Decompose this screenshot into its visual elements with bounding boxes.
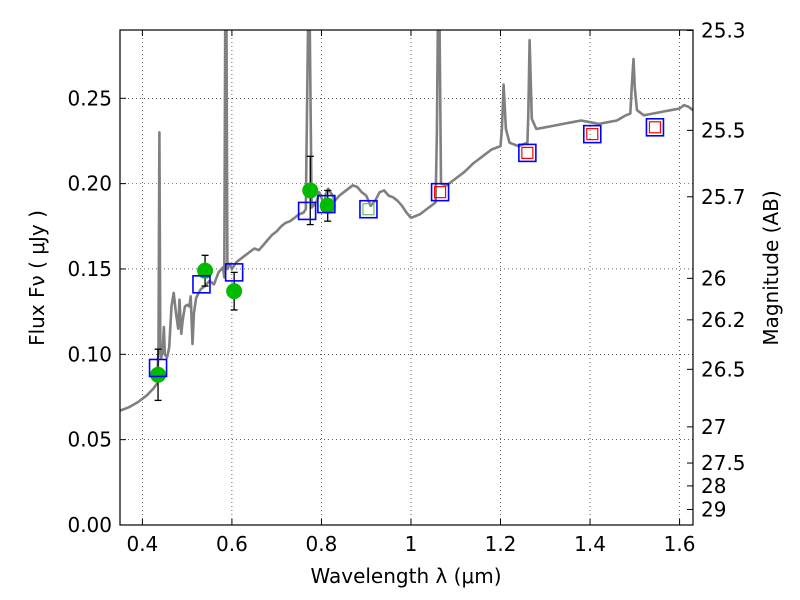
- model-photometry-square: [518, 143, 537, 163]
- model-photometry-square: [224, 263, 244, 282]
- magnitude-tick-label: 28: [701, 474, 726, 498]
- y-axis-right-label: Magnitude (AB): [759, 190, 783, 345]
- magnitude-tick-label: 25.7: [701, 185, 746, 209]
- model-photometry-square: [645, 117, 665, 137]
- y-tick-label: 0.15: [67, 257, 112, 281]
- magnitude-tick-label: 26.5: [701, 357, 746, 381]
- plot-frame: [119, 29, 694, 526]
- y-axis-left: 0.00 0.05 0.10 0.15 0.20 0.25: [67, 86, 126, 537]
- x-axis-label: Wavelength λ (μm): [310, 564, 501, 588]
- model-photometry-square: [582, 124, 602, 144]
- y-tick-label: 0.00: [67, 513, 112, 537]
- y-tick-label: 0.20: [67, 172, 112, 196]
- observed-point: [197, 262, 214, 279]
- observed-point: [319, 197, 336, 214]
- grid: [120, 30, 693, 526]
- inner-square-marker: [586, 128, 599, 141]
- observed-points-layer: [150, 182, 336, 383]
- magnitude-tick-label: 26.2: [701, 308, 746, 332]
- y-tick-label: 0.10: [67, 342, 112, 366]
- model-photometry-square: [430, 182, 450, 202]
- model-photometry-layer: [148, 117, 665, 378]
- magnitude-tick-label: 27: [701, 415, 726, 439]
- x-tick-label: 1: [405, 532, 418, 556]
- observed-point: [226, 283, 243, 300]
- y-axis-label: Flux Fν ( μJy ): [25, 210, 49, 346]
- magnitude-tick-label: 27.5: [701, 451, 746, 475]
- model-photometry-square: [192, 275, 211, 294]
- inner-square-marker: [433, 186, 447, 199]
- model-photometry-square: [317, 194, 336, 214]
- magnitude-tick-label: 29: [701, 497, 726, 521]
- magnitude-tick-label: 26: [701, 266, 726, 290]
- inner-square-marker: [648, 121, 662, 134]
- model-photometry-square: [359, 199, 378, 219]
- y-tick-label: 0.05: [67, 428, 112, 452]
- x-tick-label: 1.4: [574, 532, 606, 556]
- x-tick-label: 1.2: [485, 532, 517, 556]
- x-tick-label: 0.8: [306, 532, 338, 556]
- x-axis: 0.4 0.6 0.8 1 1.2 1.4 1.6: [126, 30, 695, 556]
- observed-point: [150, 366, 167, 383]
- x-tick-label: 1.6: [664, 532, 696, 556]
- model-photometry-square: [297, 201, 317, 221]
- y-tick-label: 0.25: [67, 86, 112, 110]
- magnitude-tick-label: 25.3: [701, 19, 746, 43]
- model-photometry-square: [148, 358, 168, 378]
- magnitude-tick-label: 25.5: [701, 118, 746, 142]
- observed-point: [302, 182, 319, 199]
- inner-square-marker: [362, 203, 375, 216]
- inner-square-marker: [521, 146, 534, 159]
- x-tick-label: 0.6: [216, 532, 248, 556]
- x-tick-label: 0.4: [126, 532, 158, 556]
